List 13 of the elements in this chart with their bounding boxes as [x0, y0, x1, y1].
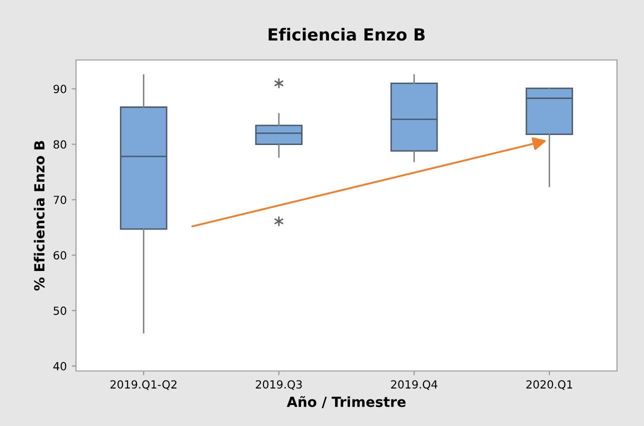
y-tick-label: 50: [54, 306, 66, 315]
y-axis-title: % Eficiencia Enzo B: [34, 140, 45, 291]
x-tick-label: 2020.Q1: [526, 380, 572, 390]
y-tick-label: 80: [54, 140, 66, 149]
y-tick-label: 60: [54, 251, 66, 260]
chart-title: Eficiencia Enzo B: [268, 28, 425, 41]
x-tick-label: 2019.Q1-Q2: [110, 380, 176, 390]
y-tick-label: 70: [54, 196, 66, 204]
x-tick-label: 2019.Q3: [256, 380, 302, 390]
y-tick-label: 40: [53, 362, 66, 370]
y-tick-label: 90: [54, 84, 66, 94]
x-axis-title: Año / Trimestre: [286, 396, 406, 408]
x-tick-label: 2019.Q4: [391, 380, 438, 390]
